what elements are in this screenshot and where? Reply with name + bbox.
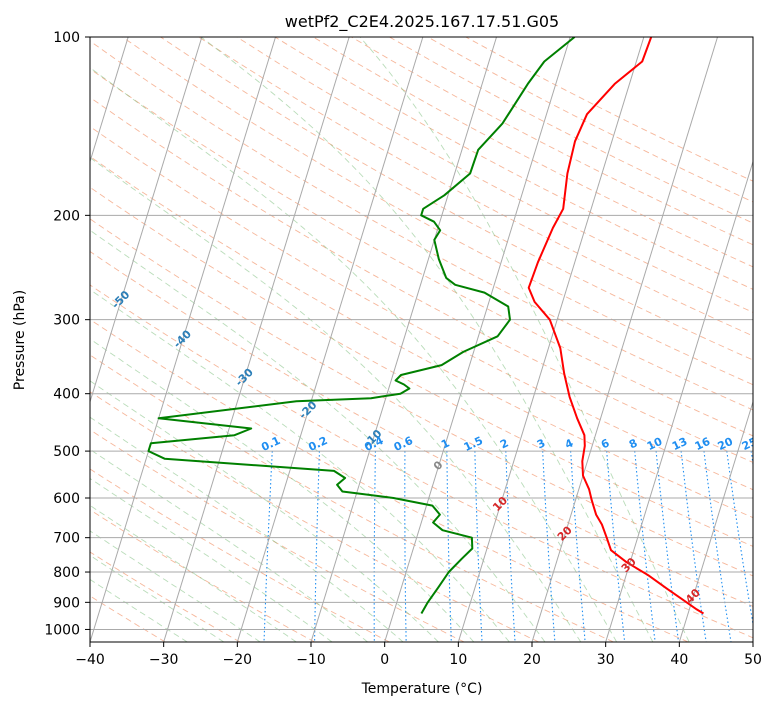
moist-adiabat [90,229,546,642]
dry-adiabat [90,218,753,577]
mixing-ratio-line [606,451,626,642]
isotherm-line [90,37,203,404]
y-tick-label: 200 [53,208,80,224]
x-tick-label: 50 [744,652,762,668]
isotherm-line [163,37,350,642]
mixing-ratio-line [634,451,656,642]
y-tick-label: 700 [53,531,80,547]
mixing-ratio-line [404,451,407,642]
isotherm-line [678,400,753,642]
mixing-ratio-line [703,451,732,642]
dry-adiabat [90,551,241,642]
x-tick-label: −20 [223,652,253,668]
y-tick-label: 800 [53,565,80,581]
mixing-ratio-line [474,451,483,642]
isotherm-grid [90,37,753,642]
temperature-profile-line [527,37,705,615]
dry-adiabat [274,37,753,290]
sounding-profiles [147,37,705,615]
x-axis-label: Temperature (°C) [361,681,483,697]
dry-adiabat [90,595,166,642]
y-tick-label: 500 [53,444,80,460]
dry-adiabat [90,186,753,547]
mixing-ratio-line [373,451,376,642]
mixing-ratio-label: 13 [670,435,689,453]
moist-adiabat [90,504,297,642]
chart-title: wetPf2_C2E4.2025.167.17.51.G05 [285,12,559,32]
mixing-ratio-line [263,451,273,642]
moist-adiabat [90,380,439,642]
mixing-ratio-label: 25 [740,435,759,453]
moist-adiabat [90,157,582,642]
x-tick-label: −40 [75,652,105,668]
mixing-ratio-line [726,451,753,628]
x-axis: −40 −30 −20 −10 0 10 20 30 40 50 [75,642,762,668]
mixing-ratio-label: 10 [645,435,665,453]
dry-adiabat [90,250,753,607]
x-tick-label: −30 [149,652,179,668]
mixing-ratio-line [314,451,320,642]
isotherm-line [90,37,277,642]
dry-adiabat [90,68,753,437]
moist-adiabat [90,338,475,642]
plot-frame [89,36,754,643]
isotherm-line [310,37,498,642]
isotherm-line [457,37,645,642]
y-tick-label: 1000 [44,622,80,638]
moist-adiabat [90,67,618,642]
isotherm-line [531,37,719,642]
y-axis: 100 200 300 400 500 600 700 800 900 1000 [44,30,90,638]
mixing-ratio-line [680,451,707,642]
moist-adiabat [90,477,333,642]
x-tick-label: 20 [523,652,541,668]
x-tick-label: 10 [449,652,467,668]
moist-adiabat [359,37,690,642]
mixing-ratio-line [446,451,452,642]
moist-adiabat [200,37,654,642]
y-tick-label: 300 [53,313,80,329]
mixing-ratio-label: 20 [716,435,736,453]
mixing-ratio-line [570,451,586,642]
dry-adiabats [90,37,753,642]
y-tick-label: 900 [53,595,80,611]
x-tick-label: 40 [670,652,688,668]
x-tick-label: 30 [597,652,615,668]
mixing-ratio-lines [263,451,753,642]
plot-area: -100-90-80-70-60-50-40-30-20-10010203040… [90,37,759,642]
isotherm-line [236,37,424,642]
mixing-ratio-line [655,451,680,642]
dry-adiabat [90,318,689,642]
isotherm-line [90,37,129,164]
dry-adiabat [90,354,614,642]
dry-adiabat [122,37,753,386]
moist-adiabat [90,578,188,642]
dry-adiabat [90,468,390,642]
dry-adiabat [90,391,539,642]
y-tick-label: 400 [53,387,80,403]
x-tick-label: −10 [296,652,326,668]
mixing-ratio-line [542,451,556,642]
x-tick-label: 0 [380,652,389,668]
mixing-ratio-label: 16 [693,435,713,453]
y-axis-label: Pressure (hPa) [12,290,28,390]
dewpoint-profile-line [147,37,576,614]
isotherm-line [605,159,753,642]
dry-adiabat [90,96,753,463]
isotherm-line [384,37,571,642]
dry-adiabat [90,126,753,491]
y-tick-label: 600 [53,491,80,507]
mixing-ratio-line [505,451,516,642]
y-tick-label: 100 [53,30,80,46]
dry-adiabat [160,37,753,361]
dry-adiabat [90,429,465,642]
